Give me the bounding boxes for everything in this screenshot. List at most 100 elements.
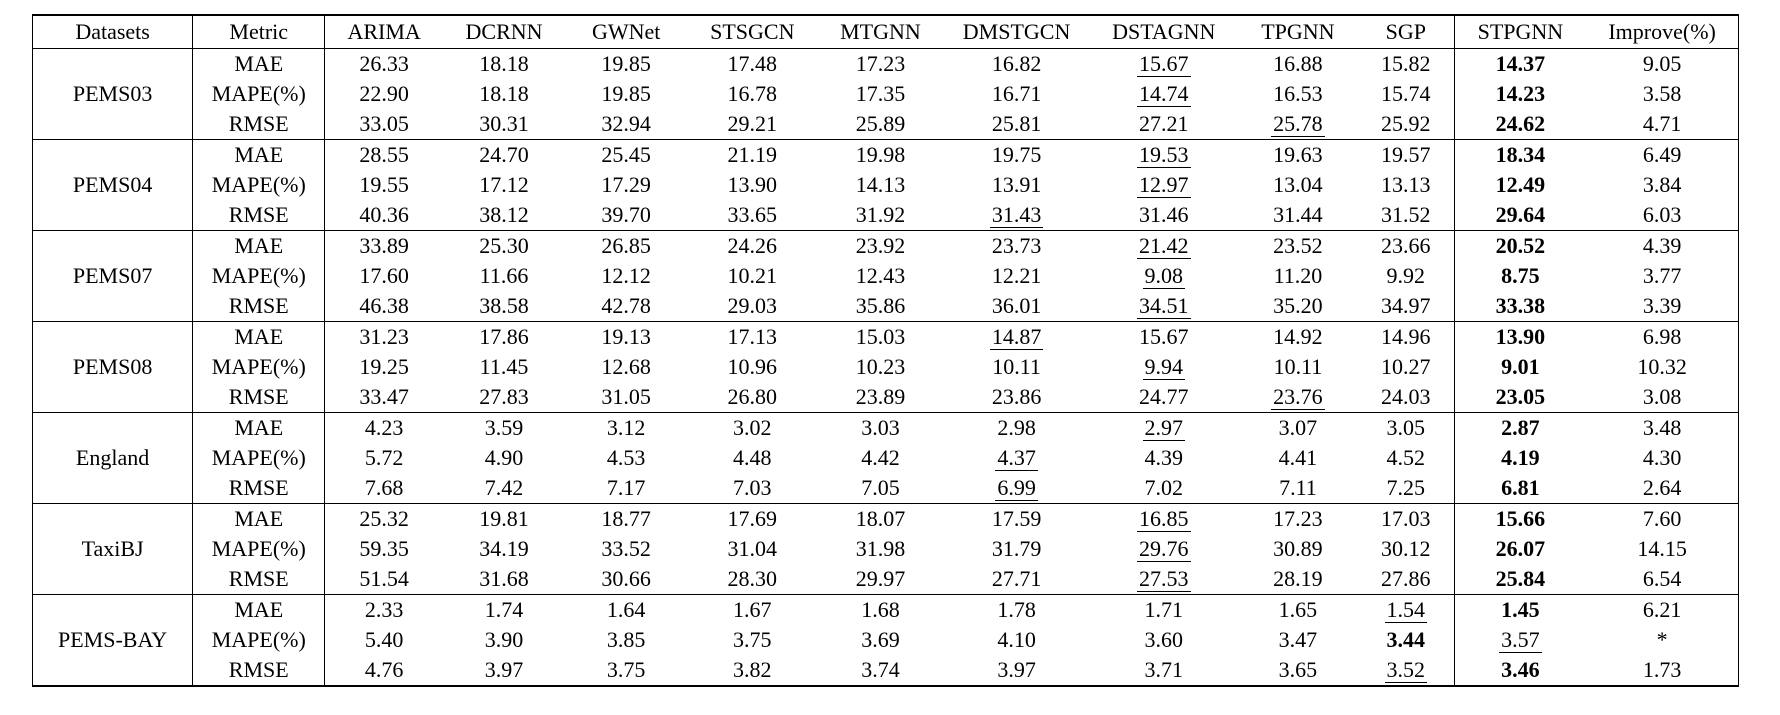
value-cell: 51.54 xyxy=(325,564,443,595)
value-cell: 30.66 xyxy=(565,564,687,595)
value: 30.31 xyxy=(479,111,529,136)
value-cell: 3.82 xyxy=(687,655,817,686)
value-cell: 29.03 xyxy=(687,291,817,322)
value-cell: 9.92 xyxy=(1357,261,1455,291)
value: 19.13 xyxy=(601,324,651,349)
value: 17.48 xyxy=(727,51,778,76)
improve-cell: 3.48 xyxy=(1586,412,1739,443)
value-cell: 19.55 xyxy=(325,170,443,200)
value-cell: 3.75 xyxy=(687,625,817,655)
value: 17.59 xyxy=(991,506,1042,531)
value: 27.86 xyxy=(1381,566,1431,591)
value-cell: 25.92 xyxy=(1357,109,1455,140)
improve-cell: 6.21 xyxy=(1586,594,1739,625)
value: 33.47 xyxy=(359,384,409,409)
value-cell: 13.13 xyxy=(1357,170,1455,200)
second-best-value: 25.78 xyxy=(1271,111,1325,137)
value-cell: 23.76 xyxy=(1238,382,1358,413)
metric-cell: MAE xyxy=(192,503,326,534)
best-value: 24.62 xyxy=(1495,111,1546,136)
value-cell: 2.87 xyxy=(1454,412,1587,443)
value-cell: 27.53 xyxy=(1090,564,1238,595)
value-cell: 23.73 xyxy=(943,230,1090,261)
table-row: RMSE 33.05 30.31 32.94 29.21 25.89 25.81 27.21 2… xyxy=(33,109,1739,140)
value-cell: 17.69 xyxy=(687,503,818,534)
value-cell: 26.85 xyxy=(565,230,688,261)
value: 4.39 xyxy=(1144,445,1184,470)
value: 38.58 xyxy=(479,293,529,318)
value-cell: 7.02 xyxy=(1090,473,1238,504)
second-best-value: 14.74 xyxy=(1137,81,1191,107)
value: 1.78 xyxy=(997,597,1036,622)
table-row: MAPE(%) 22.90 18.18 19.85 16.78 17.35 16.71 14.… xyxy=(33,79,1739,109)
value-cell: 17.60 xyxy=(325,261,443,291)
value: 18.18 xyxy=(479,51,529,76)
value: 59.35 xyxy=(359,536,409,561)
value-cell: 31.79 xyxy=(944,534,1090,564)
value-cell: 26.33 xyxy=(324,48,443,79)
value: 2.98 xyxy=(997,415,1036,440)
value-cell: 27.86 xyxy=(1357,564,1455,595)
value-cell: 3.97 xyxy=(443,655,565,686)
value: 31.52 xyxy=(1381,202,1431,227)
value-cell: 8.75 xyxy=(1454,261,1586,291)
value: 3.97 xyxy=(997,657,1036,682)
column-header: DCRNN xyxy=(442,15,566,49)
value: 35.20 xyxy=(1273,293,1323,318)
value: 31.68 xyxy=(479,566,529,591)
value: 24.26 xyxy=(727,233,778,258)
value: 31.05 xyxy=(601,384,651,409)
value-cell: 1.65 xyxy=(1237,594,1358,625)
value: 33.65 xyxy=(727,202,778,227)
value: 16.53 xyxy=(1273,81,1323,106)
value-cell: 15.82 xyxy=(1357,48,1455,79)
value-cell: 29.21 xyxy=(687,109,817,140)
value-cell: 2.33 xyxy=(324,594,443,625)
value-cell: 16.71 xyxy=(944,79,1090,109)
value: 3.71 xyxy=(1144,657,1184,682)
improve-cell: 6.98 xyxy=(1586,321,1739,352)
value: 3.75 xyxy=(733,627,772,652)
best-value: 14.23 xyxy=(1495,81,1546,106)
value: 17.29 xyxy=(601,172,651,197)
value: 25.81 xyxy=(991,111,1042,136)
value-cell: 17.03 xyxy=(1357,503,1455,534)
table-row: RMSE 7.68 7.42 7.17 7.03 7.05 6.99 7.02 7.11 7.25… xyxy=(33,473,1739,504)
value-cell: 35.86 xyxy=(817,291,943,322)
value-cell: 31.98 xyxy=(817,534,943,564)
value-cell: 3.47 xyxy=(1238,625,1358,655)
value-cell: 31.05 xyxy=(565,382,687,413)
value: 12.68 xyxy=(601,354,651,379)
value: 27.21 xyxy=(1139,111,1189,136)
metric-cell: MAPE(%) xyxy=(192,170,326,200)
value-cell: 16.88 xyxy=(1237,48,1358,79)
value: 21.19 xyxy=(727,142,778,167)
value-cell: 18.18 xyxy=(443,79,565,109)
value-cell: 15.67 xyxy=(1089,48,1238,79)
value-cell: 7.25 xyxy=(1357,473,1455,504)
value-cell: 7.05 xyxy=(817,473,943,504)
value-cell: 15.66 xyxy=(1454,503,1587,534)
value-cell: 3.59 xyxy=(442,412,566,443)
second-best-value: 3.57 xyxy=(1499,627,1542,653)
value-cell: 4.23 xyxy=(324,412,443,443)
value-cell: 28.55 xyxy=(324,139,443,170)
value-cell: 17.59 xyxy=(943,503,1090,534)
value: 4.41 xyxy=(1278,445,1318,470)
value-cell: 3.90 xyxy=(443,625,565,655)
value-cell: 4.37 xyxy=(944,443,1090,473)
value-cell: 3.05 xyxy=(1357,412,1455,443)
value: 36.01 xyxy=(991,293,1042,318)
value: 24.77 xyxy=(1139,384,1189,409)
improve-cell: 3.58 xyxy=(1642,81,1682,106)
column-header: ARIMA xyxy=(324,15,443,49)
value-cell: 29.64 xyxy=(1454,200,1586,231)
value-cell: 7.42 xyxy=(443,473,565,504)
value: 22.90 xyxy=(359,81,409,106)
value-cell: 7.03 xyxy=(687,473,817,504)
value-cell: 1.45 xyxy=(1454,594,1587,625)
value: 1.74 xyxy=(484,597,524,622)
value: 30.89 xyxy=(1273,536,1323,561)
value-cell: 25.89 xyxy=(817,109,943,140)
value-cell: 25.32 xyxy=(324,503,443,534)
